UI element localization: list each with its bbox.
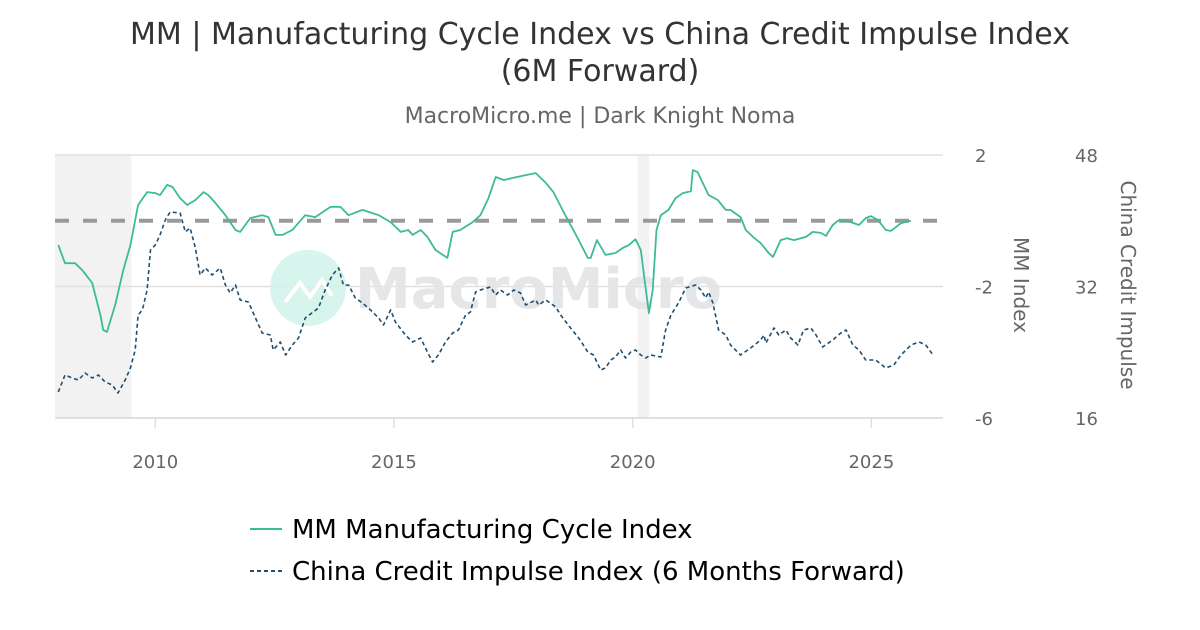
x-tick-label: 2020 bbox=[610, 452, 656, 473]
left-axis-title: MM Index bbox=[1009, 237, 1033, 333]
watermark: MacroMicro bbox=[270, 250, 722, 326]
chart-subtitle: MacroMicro.me | Dark Knight Noma bbox=[405, 104, 796, 129]
left-axis-tick-label: -2 bbox=[975, 278, 993, 299]
chart-title-line2: (6M Forward) bbox=[501, 54, 700, 89]
series-group bbox=[57, 169, 934, 394]
gridlines bbox=[55, 154, 943, 419]
legend-item-credit-impulse[interactable]: China Credit Impulse Index (6 Months For… bbox=[250, 557, 905, 587]
legend-label: MM Manufacturing Cycle Index bbox=[292, 515, 693, 545]
right-axis-tick-label: 16 bbox=[1075, 409, 1098, 430]
chart-title: MM | Manufacturing Cycle Index vs China … bbox=[130, 17, 1070, 52]
x-tick-label: 2015 bbox=[371, 452, 417, 473]
watermark-mountain-icon bbox=[283, 276, 334, 304]
mm-index-line bbox=[57, 169, 912, 333]
watermark-text: MacroMicro bbox=[355, 257, 722, 322]
axes: 2010 2015 2020 2025 2 -2 -6 48 32 16 bbox=[132, 146, 1098, 473]
legend: MM Manufacturing Cycle Index China Credi… bbox=[250, 515, 905, 587]
right-axis-tick-label: 48 bbox=[1075, 146, 1098, 167]
right-axis-tick-label: 32 bbox=[1075, 278, 1098, 299]
watermark-logo-icon bbox=[270, 250, 346, 326]
left-axis-tick-label: 2 bbox=[975, 146, 986, 167]
left-axis-tick-label: -6 bbox=[975, 409, 993, 430]
credit-impulse-line bbox=[57, 211, 934, 394]
legend-item-mm-index[interactable]: MM Manufacturing Cycle Index bbox=[250, 515, 693, 545]
x-tick-label: 2025 bbox=[848, 452, 894, 473]
right-axis-title: China Credit Impulse bbox=[1116, 180, 1140, 389]
legend-label: China Credit Impulse Index (6 Months For… bbox=[292, 557, 905, 587]
x-tick-label: 2010 bbox=[132, 452, 178, 473]
